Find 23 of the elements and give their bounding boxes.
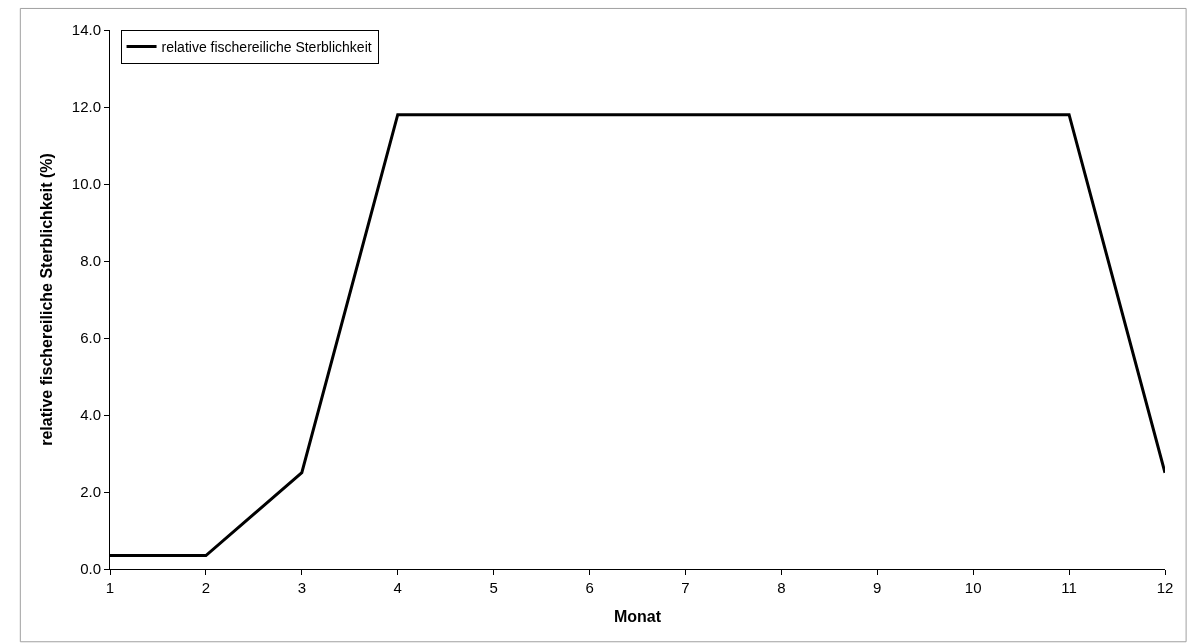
x-tick-label: 12 <box>1156 579 1174 596</box>
y-tick-label: 12.0 <box>71 98 101 116</box>
x-axis-title: Monat <box>613 607 662 625</box>
x-tick-label: 4 <box>393 579 402 596</box>
x-tick-label: 9 <box>873 579 882 596</box>
y-axis-title: relative fischereiliche Sterblichkeit (%) <box>37 153 55 446</box>
y-tick-label: 2.0 <box>80 483 101 501</box>
x-tick-label: 3 <box>297 579 306 596</box>
x-tick-label: 7 <box>681 579 690 596</box>
y-tick-label: 4.0 <box>80 406 101 424</box>
x-tick-label: 1 <box>105 579 115 596</box>
legend-label: relative fischereiliche Sterblichkeit <box>161 39 372 56</box>
x-tick-label: 5 <box>489 579 498 596</box>
x-tick-label: 8 <box>777 579 786 596</box>
y-tick-label: 8.0 <box>80 252 101 270</box>
x-tick-label: 10 <box>964 579 982 596</box>
y-tick-label: 10.0 <box>71 175 101 193</box>
x-tick-label: 2 <box>201 579 211 596</box>
y-tick-label: 6.0 <box>80 329 101 347</box>
x-tick-label: 11 <box>1061 579 1077 596</box>
y-tick-label: 0.0 <box>80 560 101 578</box>
y-tick-label: 14.0 <box>71 21 101 39</box>
x-tick-label: 6 <box>585 579 594 596</box>
